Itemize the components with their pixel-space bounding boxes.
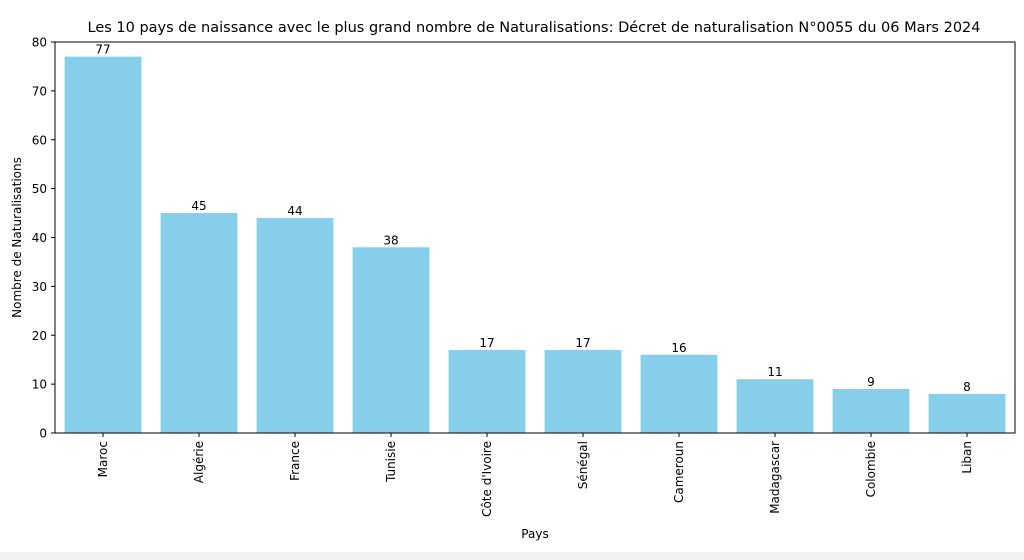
plot-frame [54,41,1016,434]
bar [352,247,430,433]
bar-value-label: 77 [95,43,110,57]
x-axis: Maroc Algérie France Tunisie Côte d'Ivoire Sé… [96,433,974,517]
y-tick-label: 80 [32,36,47,50]
bar-value-label: 9 [867,375,875,389]
bar [256,217,334,433]
bar-value-label: 17 [479,336,494,350]
x-tick-label: Côte d'Ivoire [480,441,494,517]
x-tick-label: Sénégal [576,441,590,489]
y-axis: 0 10 20 30 40 50 60 70 80 [32,36,55,441]
window-bottom-strip [0,552,1024,560]
bar-value-label: 11 [767,365,782,379]
x-tick-label: Cameroun [672,441,686,503]
x-tick-label: Algérie [192,441,206,483]
y-tick-label: 10 [32,378,47,392]
x-tick-label: Tunisie [384,441,398,483]
x-tick-label: Liban [960,441,974,474]
bar-value-label: 38 [383,233,398,247]
y-tick-label: 40 [32,231,47,245]
y-tick-label: 30 [32,280,47,294]
bar-value-label: 17 [575,336,590,350]
bar [64,56,142,433]
bar [736,379,814,433]
x-tick-label: Madagascar [768,441,782,514]
bar-value-label: 16 [671,341,686,355]
bar [160,213,238,433]
bar-value-label: 45 [191,199,206,213]
data-labels: 77 45 44 38 17 17 16 11 9 8 [95,43,970,394]
bar-value-label: 44 [287,204,302,218]
y-tick-label: 70 [32,84,47,98]
y-tick-label: 20 [32,329,47,343]
y-tick-label: 0 [39,427,47,441]
bars [64,56,1006,433]
bar [544,349,622,433]
x-tick-label: France [288,441,302,481]
chart-title: Les 10 pays de naissance avec le plus gr… [88,20,981,36]
bar [640,354,718,433]
x-tick-label: Maroc [96,441,110,477]
x-axis-label: Pays [521,527,548,541]
y-tick-label: 50 [32,182,47,196]
y-axis-label: Nombre de Naturalisations [10,157,24,318]
y-tick-label: 60 [32,133,47,147]
bar [832,389,910,433]
bar [928,393,1006,433]
bar [448,349,526,433]
x-tick-label: Colombie [864,441,878,497]
bar-value-label: 8 [963,380,971,394]
